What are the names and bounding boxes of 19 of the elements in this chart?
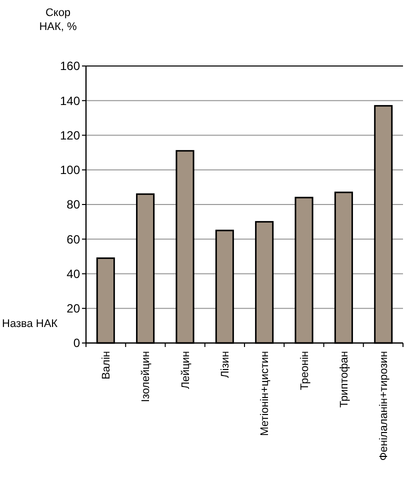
x-tick-label: Ізолейцин — [140, 351, 152, 402]
y-tick-label: 80 — [66, 198, 80, 212]
x-axis-title: Назва НАК — [2, 318, 58, 330]
y-axis-title: Скор НАК, % — [39, 7, 78, 33]
x-tick-label: Триптофан — [338, 351, 351, 408]
x-tick-label: Лізин — [220, 351, 232, 378]
y-tick-label: 160 — [60, 59, 80, 74]
y-tick-label: 0 — [73, 336, 80, 350]
x-tick-label: Метіонін+цистин — [259, 351, 272, 436]
y-tick-label: 40 — [66, 266, 80, 281]
y-tick-label: 140 — [60, 94, 80, 108]
x-tick-label: Фенілаланін+тирозин — [378, 351, 390, 461]
y-tick-label: 20 — [66, 302, 80, 316]
x-tick-label: Треонін — [298, 351, 311, 390]
y-tick-label: 120 — [60, 128, 80, 142]
y-tick-label: 100 — [60, 163, 80, 178]
x-tick-label: Лейцин — [180, 351, 192, 390]
y-tick-label: 60 — [66, 232, 80, 246]
x-tick-label: Валін — [100, 351, 112, 380]
